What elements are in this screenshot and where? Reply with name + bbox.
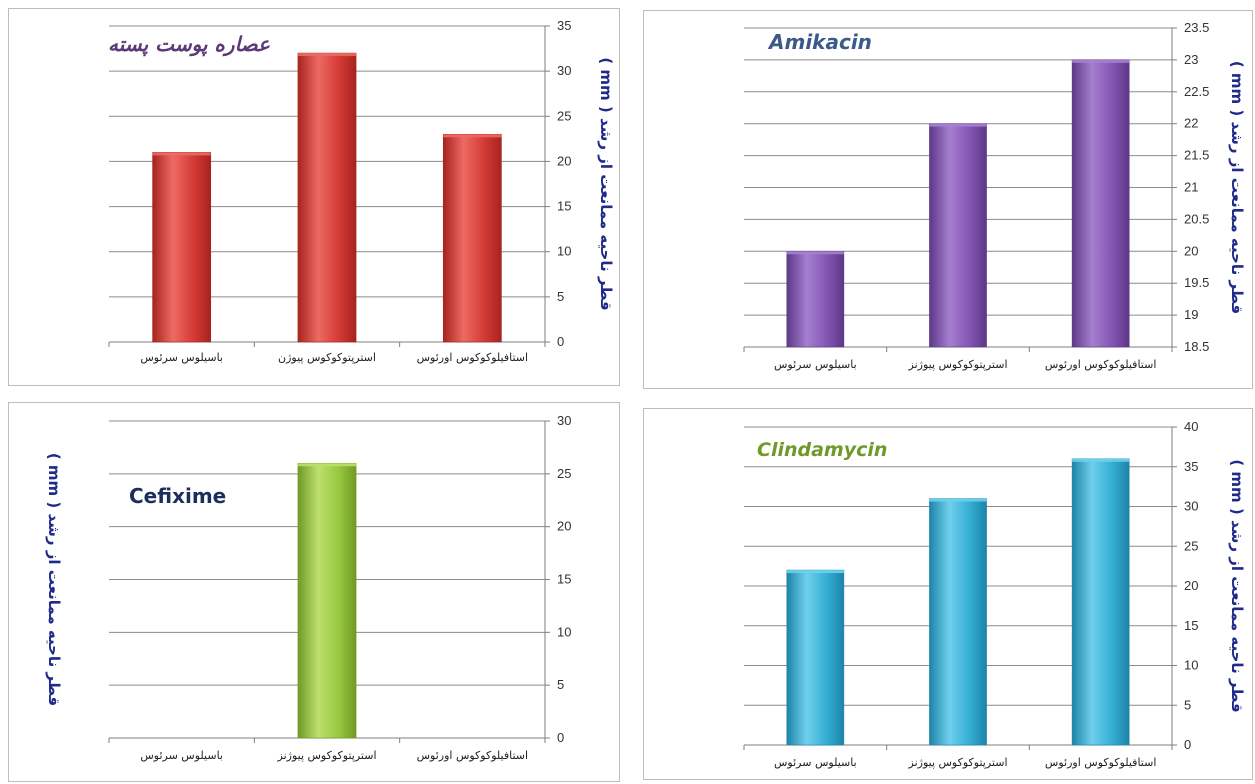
bar	[786, 251, 845, 348]
y-tick-label: 18.5	[1184, 339, 1209, 354]
y-tick-label: 10	[557, 624, 571, 639]
y-tick-label: 23	[1184, 52, 1198, 67]
y-tick-label: 20	[1184, 578, 1198, 593]
x-category-label: استافیلوکوکوس اورئوس	[417, 351, 528, 364]
bar	[442, 134, 502, 343]
bar-highlight	[1072, 458, 1130, 462]
chart-title: عصاره پوست پسته	[108, 32, 270, 57]
chart-svg: 0 5 10 15 20 25 30 باسیلوس سرئوس استرپتوکوکوس پی…	[45, 413, 571, 762]
bar-highlight	[297, 463, 357, 467]
bar-highlight	[929, 498, 987, 502]
bar-highlight	[1072, 59, 1130, 63]
y-tick-label: 10	[1184, 658, 1198, 673]
x-category-label: باسیلوس سرئوس	[774, 358, 857, 371]
y-axis-label: قطر ناحیه ممانعت از رشد ( mm )	[597, 57, 615, 310]
x-category-label: استرپتوکوکوس پیوژن	[278, 351, 376, 364]
chart-panel-cefixime: 0 5 10 15 20 25 30 باسیلوس سرئوس استرپتوکوکوس پی…	[8, 402, 620, 782]
bar-highlight	[786, 570, 844, 574]
chart-title: Amikacin	[767, 30, 872, 54]
y-tick-label: 20	[1184, 243, 1198, 258]
x-category-label: باسیلوس سرئوس	[140, 749, 223, 762]
bar-highlight	[443, 134, 502, 138]
y-tick-label: 22.5	[1184, 84, 1209, 99]
y-tick-label: 30	[557, 413, 571, 428]
bar-highlight	[152, 152, 211, 156]
bar-highlight	[786, 251, 844, 255]
chart-svg: 0 5 10 15 20 25 30 35 40 باسیلوس سرئوس استرپتوکوکو…	[743, 419, 1246, 769]
y-tick-label: 30	[557, 63, 571, 78]
chart-panel-amikacin: 18.5 19 19.5 20 20.5 21 21.5 22 22.5 23 23.5 باسیلو…	[643, 10, 1253, 389]
y-tick-label: 19.5	[1184, 275, 1209, 290]
y-tick-label: 15	[557, 199, 571, 214]
y-axis-label: قطر ناحیه ممانعت از رشد ( mm )	[1228, 61, 1246, 314]
y-tick-label: 21.5	[1184, 148, 1209, 163]
x-category-label: باسیلوس سرئوس	[774, 756, 857, 769]
y-tick-label: 25	[557, 466, 571, 481]
y-tick-label: 40	[1184, 419, 1198, 434]
x-category-label: استرپتوکوکوس پیوژنز	[277, 749, 377, 762]
chart-panel-clindamycin: 0 5 10 15 20 25 30 35 40 باسیلوس سرئوس استرپتوکوکو…	[643, 408, 1253, 780]
y-tick-label: 20	[557, 153, 571, 168]
y-tick-label: 0	[1184, 737, 1191, 752]
x-category-label: استافیلوکوکوس اورئوس	[1045, 756, 1156, 769]
bar-highlight	[297, 53, 357, 57]
y-tick-label: 22	[1184, 116, 1198, 131]
chart-title: Cefixime	[129, 484, 226, 508]
y-axis-label: قطر ناحیه ممانعت از رشد ( mm )	[1228, 459, 1246, 712]
x-category-label: استافیلوکوکوس اورئوس	[417, 749, 528, 762]
y-tick-label: 25	[1184, 538, 1198, 553]
bar	[929, 123, 987, 348]
bar	[297, 462, 357, 739]
y-axis-label: قطر ناحیه ممانعت از رشد ( mm )	[45, 453, 63, 706]
y-tick-label: 10	[557, 244, 571, 259]
y-tick-label: 21	[1184, 180, 1198, 195]
y-tick-label: 0	[557, 334, 564, 349]
bar	[929, 498, 987, 746]
y-tick-label: 35	[1184, 459, 1198, 474]
bar	[1071, 59, 1130, 348]
x-category-label: استافیلوکوکوس اورئوس	[1045, 358, 1156, 371]
y-tick-label: 5	[557, 289, 564, 304]
x-category-label: استرپتوکوکوس پیوژنز	[908, 756, 1008, 769]
y-tick-label: 15	[1184, 618, 1198, 633]
y-tick-label: 20	[557, 519, 571, 534]
y-tick-label: 25	[557, 108, 571, 123]
bar	[297, 52, 357, 343]
bar	[152, 152, 212, 343]
y-tick-label: 30	[1184, 499, 1198, 514]
y-tick-label: 5	[1184, 697, 1191, 712]
y-tick-label: 15	[557, 572, 571, 587]
bar	[1071, 458, 1130, 746]
chart-svg: 0 5 10 15 20 25 30 35 باسیلوس سرئوس استرپتوکوکوس …	[108, 18, 615, 364]
y-tick-label: 5	[557, 677, 564, 692]
y-tick-label: 23.5	[1184, 20, 1209, 35]
y-tick-label: 20.5	[1184, 211, 1209, 226]
x-category-label: باسیلوس سرئوس	[140, 351, 223, 364]
x-category-label: استرپتوکوکوس پیوژنز	[908, 358, 1008, 371]
chart-svg: 18.5 19 19.5 20 20.5 21 21.5 22 22.5 23 23.5 باسیلو…	[743, 20, 1246, 371]
chart-title: Clindamycin	[757, 439, 887, 461]
y-tick-label: 0	[557, 730, 564, 745]
y-tick-label: 35	[557, 18, 571, 33]
bar	[786, 569, 845, 746]
chart-panel-pistachio-extract: 0 5 10 15 20 25 30 35 باسیلوس سرئوس استرپتوکوکوس …	[8, 8, 620, 386]
bar-highlight	[929, 123, 987, 127]
y-tick-label: 19	[1184, 307, 1198, 322]
